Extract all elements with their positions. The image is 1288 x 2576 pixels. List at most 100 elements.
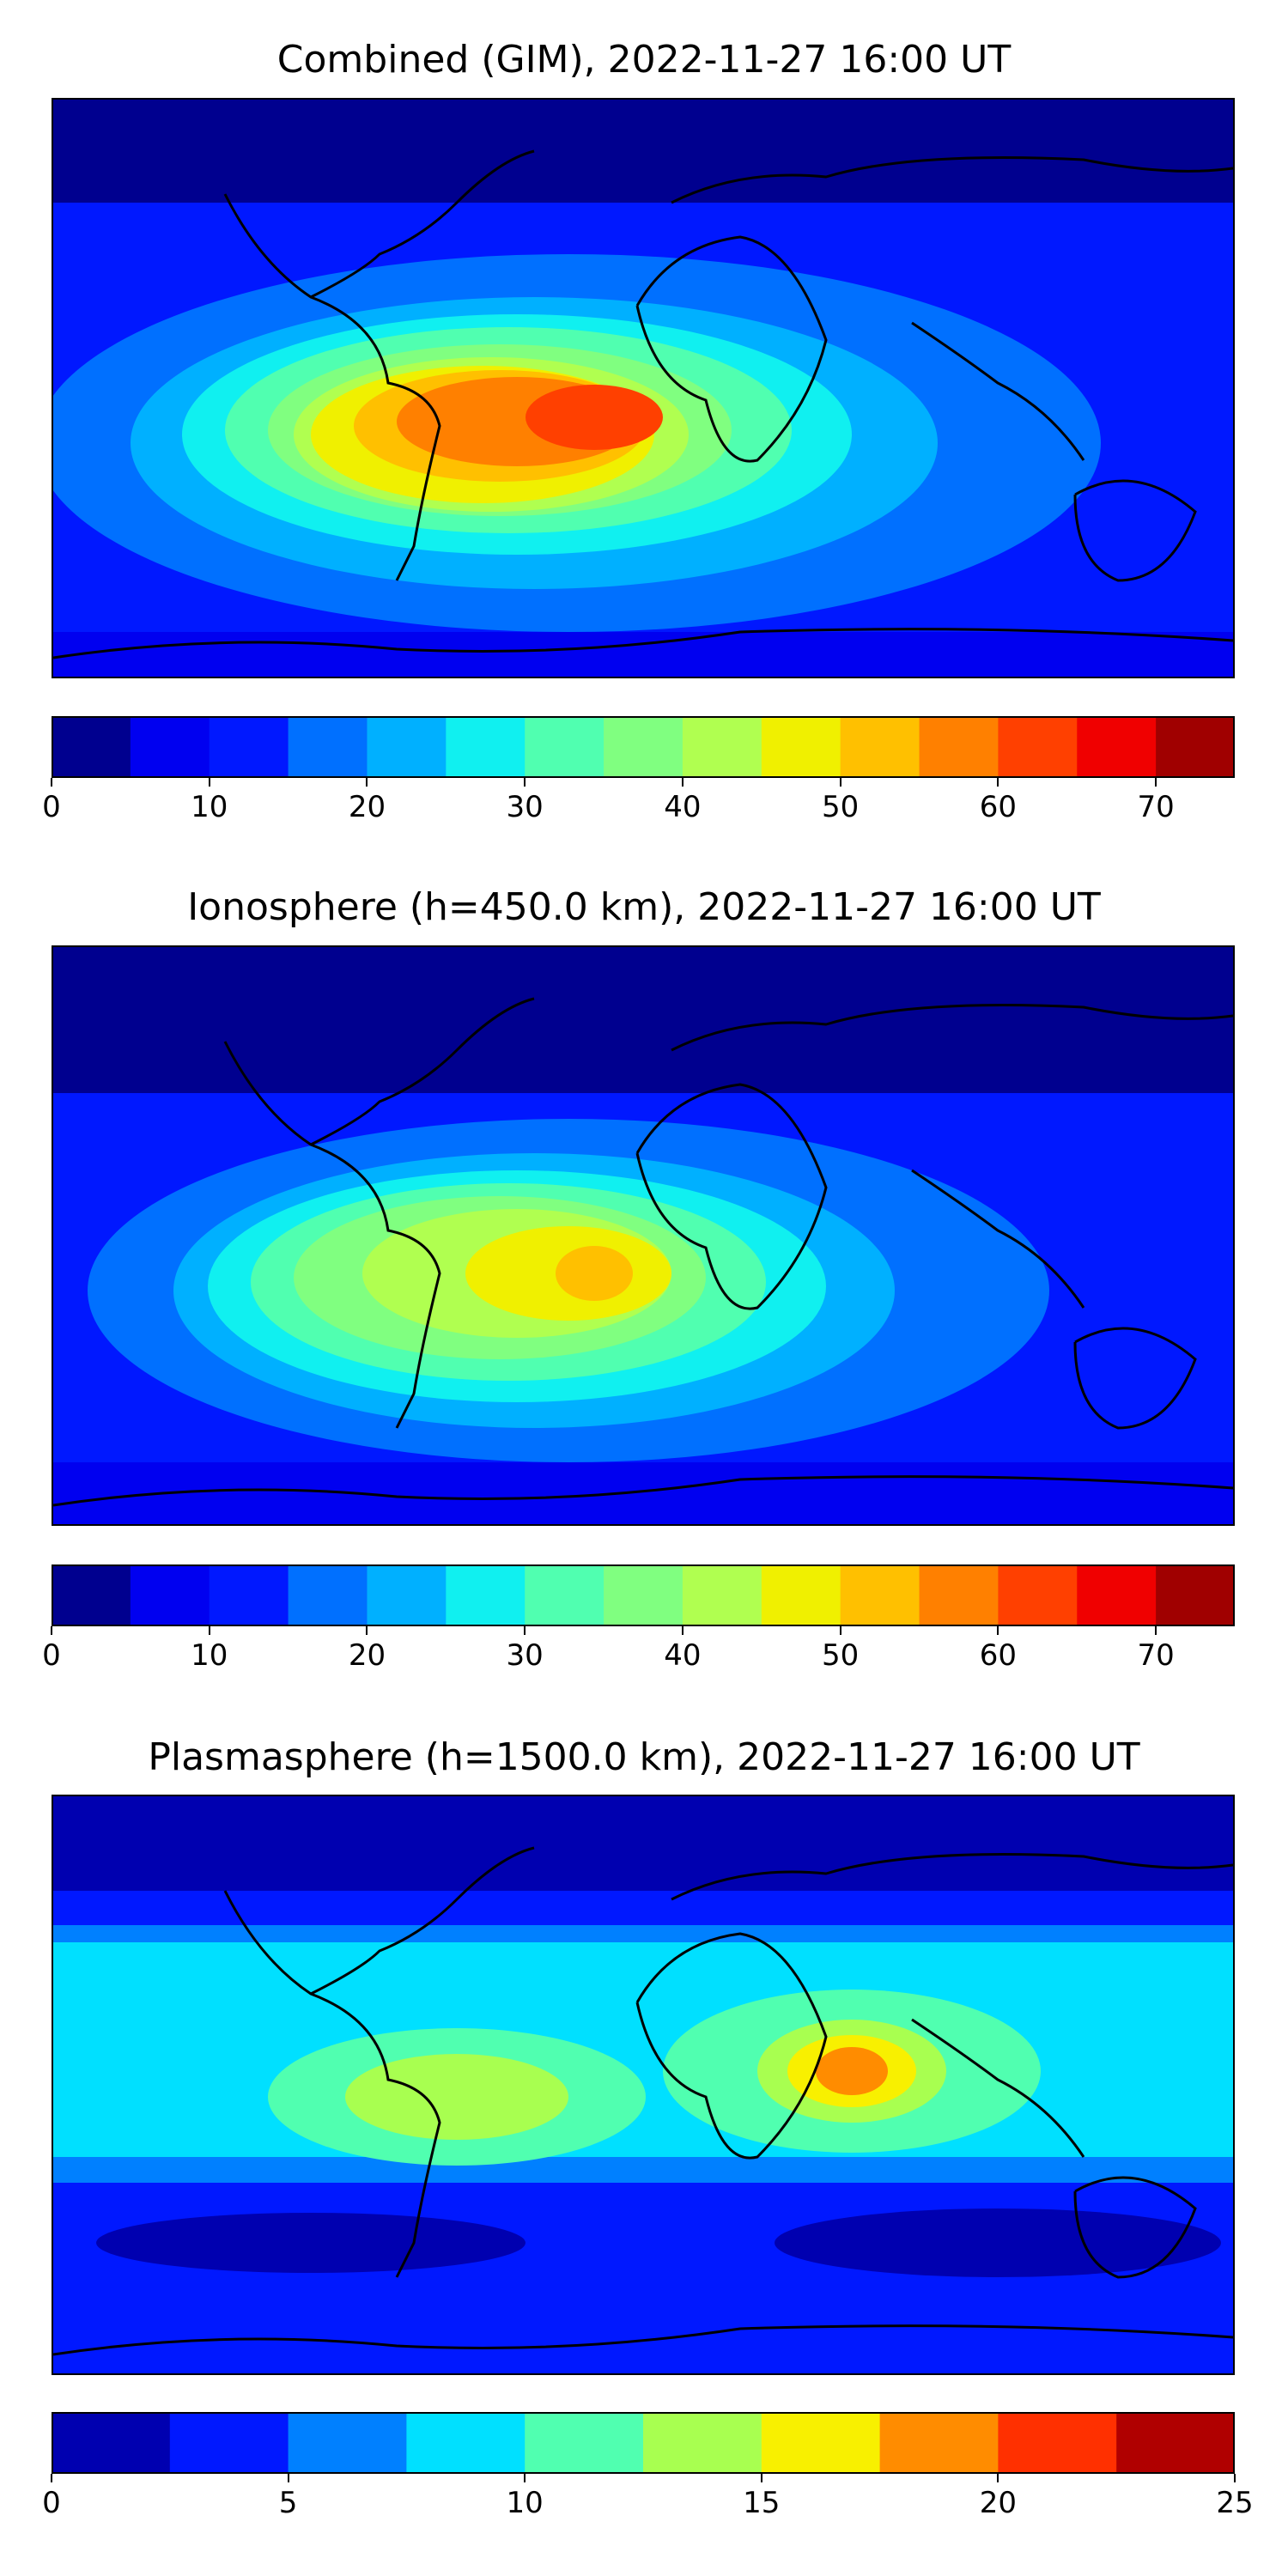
colorbar-segment <box>1156 716 1236 778</box>
colorbar-tick-label: 0 <box>42 2486 61 2520</box>
colorbar-tick-label: 10 <box>191 790 228 824</box>
colorbar-segment <box>209 1564 289 1626</box>
colorbar-tick-mark <box>997 778 999 787</box>
colorbar-border <box>52 2412 1235 2474</box>
colorbar-tick-label: 10 <box>191 1638 228 1673</box>
colorbar-tick-mark <box>681 778 683 787</box>
colorbar-border <box>52 1564 1235 1626</box>
colorbar-ionosphere <box>52 1564 1236 1626</box>
colorbar-combined <box>52 716 1236 778</box>
colorbar-segment <box>446 716 526 778</box>
colorbar-tick-mark <box>1155 1626 1157 1635</box>
map-plasmasphere <box>52 1795 1235 2375</box>
colorbar-segment <box>1077 716 1157 778</box>
colorbar-segment <box>288 716 368 778</box>
colorbar-tick-label: 20 <box>348 790 386 824</box>
contour-polar-south <box>53 1462 1233 1524</box>
panel-title-plasmasphere: Plasmasphere (h=1500.0 km), 2022-11-27 1… <box>148 1735 1140 1779</box>
colorbar-segment <box>367 716 447 778</box>
map-combined <box>52 98 1235 678</box>
colorbar-segment <box>604 716 683 778</box>
colorbar-segment <box>406 2412 526 2474</box>
colorbar-tick-mark <box>287 2474 289 2482</box>
colorbar-tick-mark <box>208 1626 210 1635</box>
colorbar-segment <box>840 716 920 778</box>
colorbar-tick-mark <box>839 778 841 787</box>
colorbar-tick-label: 40 <box>664 790 702 824</box>
colorbar-tick-mark <box>524 1626 526 1635</box>
contour-polar-north <box>53 100 1233 203</box>
colorbar-tick-label: 20 <box>979 2486 1018 2520</box>
colorbar-tick-label: 60 <box>979 790 1018 824</box>
colorbar-tick-label: 50 <box>822 790 860 824</box>
colorbar-tick-mark <box>681 1626 683 1635</box>
colorbar-tick-mark <box>524 2474 526 2482</box>
colorbar-segment <box>130 1564 210 1626</box>
colorbar-segment <box>1077 1564 1157 1626</box>
colorbar-tick-label: 40 <box>664 1638 702 1673</box>
colorbar-tick-label: 10 <box>506 2486 544 2520</box>
colorbar-segment <box>525 716 605 778</box>
map-ionosphere <box>52 945 1235 1526</box>
colorbar-tick-mark <box>997 2474 999 2482</box>
colorbar-segment <box>130 716 210 778</box>
colorbar-segment <box>682 716 762 778</box>
colorbar-tick-mark <box>208 778 210 787</box>
colorbar-segment <box>919 716 999 778</box>
colorbar-segment <box>919 1564 999 1626</box>
colorbar-tick-label: 70 <box>1137 1638 1175 1673</box>
colorbar-segment <box>209 716 289 778</box>
colorbar-segment <box>761 1564 841 1626</box>
contour-polar-south <box>53 632 1233 677</box>
colorbar-tick-label: 70 <box>1137 790 1175 824</box>
colorbar-tick-mark <box>51 778 52 787</box>
colorbar-tick-mark <box>839 1626 841 1635</box>
colorbar-segment <box>446 1564 526 1626</box>
colorbar-tick-label: 60 <box>979 1638 1018 1673</box>
colorbar-segment <box>840 1564 920 1626</box>
colorbar-segment <box>998 1564 1078 1626</box>
colorbar-tick-mark <box>366 1626 368 1635</box>
colorbar-segment <box>1116 2412 1236 2474</box>
colorbar-segment <box>52 716 131 778</box>
colorbar-segment <box>525 1564 605 1626</box>
contour-band-12-5-west <box>345 2054 568 2140</box>
colorbar-segment <box>288 2412 407 2474</box>
colorbar-segment <box>288 1564 368 1626</box>
colorbar-segment <box>761 2412 881 2474</box>
colorbar-tick-label: 0 <box>42 1638 61 1673</box>
colorbar-segment <box>367 1564 447 1626</box>
coastlines <box>53 997 1233 1507</box>
colorbar-tick-label: 15 <box>743 2486 781 2520</box>
contour-polar-north <box>53 1796 1233 1891</box>
colorbar-tick-mark <box>1155 778 1157 787</box>
colorbar-segment <box>1156 1564 1236 1626</box>
colorbar-segment <box>879 2412 999 2474</box>
colorbar-tick-mark <box>997 1626 999 1635</box>
colorbar-segment <box>169 2412 289 2474</box>
colorbar-segment <box>643 2412 762 2474</box>
colorbar-plasmasphere <box>52 2412 1236 2474</box>
colorbar-segment <box>761 716 841 778</box>
contour-south-low-1 <box>96 2213 526 2273</box>
contour-band-55 <box>556 1246 633 1301</box>
colorbar-tick-label: 30 <box>506 790 544 824</box>
coastlines <box>53 1846 1233 2356</box>
colorbar-tick-mark <box>51 2474 52 2482</box>
contour-polar-north <box>53 947 1233 1093</box>
colorbar-segment <box>998 716 1078 778</box>
colorbar-tick-mark <box>760 2474 762 2482</box>
colorbar-tick-mark <box>366 778 368 787</box>
contour-band-65 <box>526 385 663 450</box>
colorbar-segment <box>682 1564 762 1626</box>
colorbar-tick-mark <box>1234 2474 1236 2482</box>
colorbar-tick-label: 5 <box>278 2486 298 2520</box>
colorbar-segment <box>604 1564 683 1626</box>
colorbar-tick-mark <box>524 778 526 787</box>
contour-band-7-5 <box>53 1942 1233 2157</box>
colorbar-tick-label: 30 <box>506 1638 544 1673</box>
coastlines <box>53 149 1233 659</box>
contour-south-low-2 <box>775 2208 1221 2277</box>
colorbar-tick-label: 0 <box>42 790 61 824</box>
contour-band-17-5 <box>816 2047 888 2095</box>
